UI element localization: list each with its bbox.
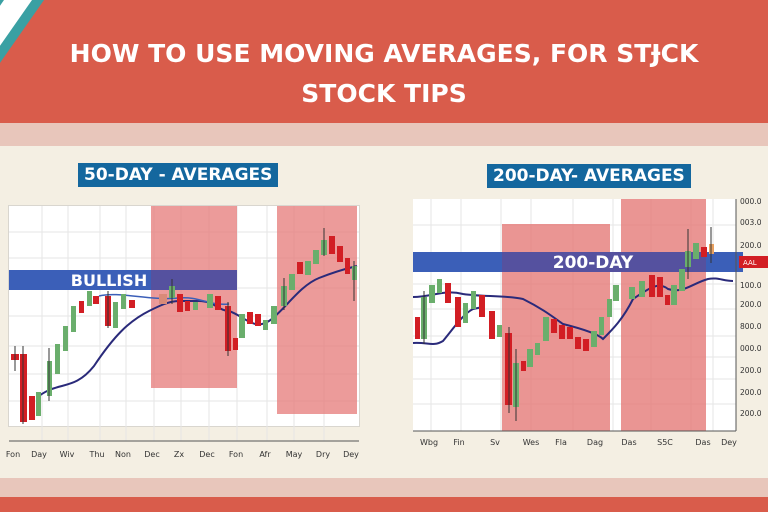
header-banner: HOW TO USE MOVING AVERAGES, FOR STɈCK ST…: [0, 0, 768, 123]
right-chart: 200-DAY: [412, 197, 768, 447]
svg-text:100.0: 100.0: [740, 281, 762, 290]
right-highlight-region-2: [621, 199, 706, 431]
page-title: HOW TO USE MOVING AVERAGES, FOR STɈCK ST…: [0, 34, 768, 114]
svg-text:800.0: 800.0: [740, 322, 762, 331]
title-line-1: HOW TO USE MOVING AVERAGES, FOR STɈCK: [69, 39, 699, 68]
svg-text:Dey: Dey: [721, 438, 737, 447]
svg-text:Fon: Fon: [6, 450, 20, 459]
footer-bar: [0, 497, 768, 512]
right-x-ticks: Wbg Fin Sv Wes Fla Dag Das S5C Das Dey: [420, 438, 737, 447]
left-x-ticks: Fon Day Wiv Thu Non Dec Zx Dec Fon Afr M…: [6, 450, 359, 459]
svg-text:Fin: Fin: [453, 438, 464, 447]
svg-text:200.0: 200.0: [740, 388, 762, 397]
right-chart-label: 200-DAY- AVERAGES: [487, 164, 691, 188]
svg-text:Wiv: Wiv: [60, 450, 75, 459]
bullish-banner-label: BULLISH: [71, 271, 147, 290]
svg-text:Dec: Dec: [199, 450, 214, 459]
svg-text:Dec: Dec: [144, 450, 159, 459]
svg-text:Wbg: Wbg: [420, 438, 438, 447]
svg-text:200.0: 200.0: [740, 366, 762, 375]
svg-text:200.0: 200.0: [740, 409, 762, 418]
left-highlight-region-2: [277, 206, 357, 414]
svg-text:Zx: Zx: [174, 450, 184, 459]
svg-text:200.0: 200.0: [740, 241, 762, 250]
svg-text:S5C: S5C: [657, 438, 673, 447]
svg-text:Thu: Thu: [88, 450, 104, 459]
svg-text:Dry: Dry: [316, 450, 330, 459]
left-chart-svg: BULLISH: [6, 206, 359, 459]
svg-text:Fla: Fla: [555, 438, 567, 447]
svg-text:000.0: 000.0: [740, 197, 762, 206]
svg-text:Day: Day: [31, 450, 47, 459]
price-tag-label: AAL: [743, 259, 757, 267]
left-candlesticks: [11, 228, 357, 424]
price-tag: [739, 256, 768, 268]
left-chart-label: 50-DAY - AVERAGES: [78, 163, 279, 187]
svg-text:Fon: Fon: [229, 450, 243, 459]
svg-text:Dag: Dag: [587, 438, 603, 447]
svg-text:Wes: Wes: [523, 438, 540, 447]
right-chart-svg: 200-DAY: [412, 197, 768, 447]
svg-text:Dey: Dey: [343, 450, 359, 459]
svg-text:000.0: 000.0: [740, 344, 762, 353]
top-accent-band: [0, 123, 768, 146]
svg-text:003.0: 003.0: [740, 218, 762, 227]
svg-text:Sv: Sv: [490, 438, 500, 447]
right-y-ticks: 000.0 003.0 200.0 100.0 200.0 800.0 000.…: [740, 197, 762, 418]
left-chart: BULLISH: [6, 205, 360, 459]
svg-text:Das: Das: [621, 438, 636, 447]
svg-text:Non: Non: [115, 450, 131, 459]
200-day-banner-label: 200-DAY: [553, 253, 634, 273]
svg-text:May: May: [286, 450, 303, 459]
right-candlesticks: [415, 227, 714, 421]
title-line-2: STOCK TIPS: [301, 79, 467, 108]
svg-text:200.0: 200.0: [740, 300, 762, 309]
svg-text:Afr: Afr: [259, 450, 271, 459]
svg-text:Das: Das: [695, 438, 710, 447]
bottom-accent-band: [0, 478, 768, 497]
